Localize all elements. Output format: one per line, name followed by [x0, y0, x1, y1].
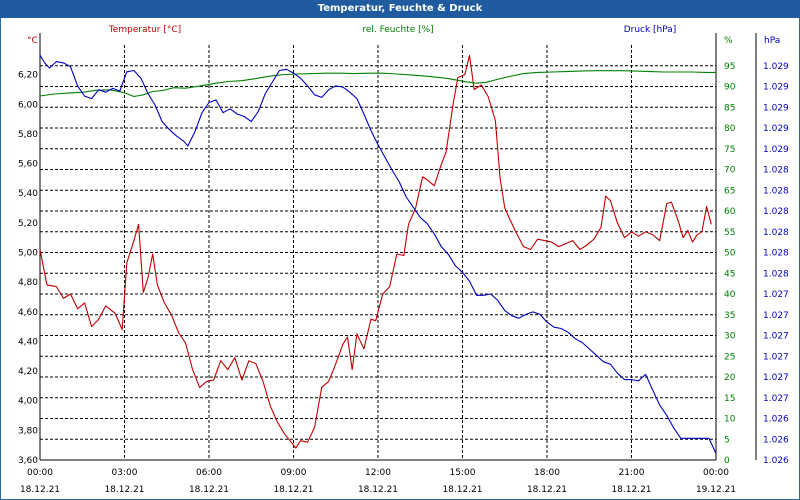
temperature-tick: 4,40 — [18, 337, 38, 347]
pressure-tick: 1.027 — [763, 311, 789, 321]
pressure-tick: 1.029 — [763, 103, 789, 113]
temperature-tick: 4,20 — [18, 367, 38, 377]
series-layer — [39, 54, 717, 454]
humidity-tick: 90 — [724, 83, 736, 93]
humidity-tick: 15 — [724, 394, 735, 404]
x-tick-time: 00:00 — [703, 468, 729, 478]
humidity-tick: 70 — [724, 166, 736, 176]
temperature-tick: 3,60 — [18, 456, 38, 466]
legend-humidity: rel. Feuchte [%] — [362, 25, 433, 35]
humidity-tick: 10 — [724, 415, 736, 425]
legend-pressure: Druck [hPa] — [624, 25, 677, 35]
series-line-humidity — [39, 70, 716, 98]
temperature-tick: 5,40 — [18, 189, 38, 199]
temperature-tick: 4,60 — [18, 308, 38, 318]
series-line-pressure — [39, 54, 717, 454]
humidity-tick: 30 — [724, 332, 736, 342]
pressure-tick: 1.028 — [763, 207, 789, 217]
temperature-tick: 4,00 — [18, 397, 38, 407]
pressure-unit-label: hPa — [764, 36, 780, 46]
humidity-tick: 0 — [724, 456, 730, 466]
humidity-tick: 75 — [724, 145, 735, 155]
temperature-tick: 6,00 — [18, 100, 38, 110]
humidity-tick: 95 — [724, 62, 735, 72]
humidity-unit-label: % — [724, 36, 733, 46]
humidity-tick: 80 — [724, 124, 736, 134]
humidity-tick: 45 — [724, 269, 735, 279]
x-tick-date: 18.12.21 — [20, 485, 60, 495]
humidity-tick: 35 — [724, 311, 735, 321]
x-tick-time: 12:00 — [365, 468, 391, 478]
pressure-tick: 1.028 — [763, 166, 789, 176]
humidity-tick: 65 — [724, 186, 735, 196]
pressure-tick: 1.028 — [763, 249, 789, 259]
x-tick-date: 18.12.21 — [358, 485, 398, 495]
chart-svg: 00:00 18.12.21 03:00 18.12.21 06:00 18.12.21 0… — [18, 25, 789, 495]
temperature-tick: 5,80 — [18, 130, 38, 140]
x-tick-time: 06:00 — [196, 468, 222, 478]
x-tick-time: 18:00 — [534, 468, 560, 478]
x-tick-time: 15:00 — [450, 468, 476, 478]
pressure-tick: 1.027 — [763, 373, 789, 383]
humidity-tick: 20 — [724, 373, 736, 383]
pressure-tick: 1.029 — [763, 145, 789, 155]
pressure-tick: 1.026 — [763, 435, 789, 445]
x-tick-date: 19.12.21 — [696, 485, 736, 495]
x-tick-time: 09:00 — [281, 468, 307, 478]
temperature-tick: 5,60 — [18, 160, 38, 170]
x-tick-date: 18.12.21 — [527, 485, 567, 495]
pressure-tick: 1.029 — [763, 62, 789, 72]
temperature-tick: 5,00 — [18, 249, 38, 259]
axes — [39, 33, 757, 461]
pressure-tick: 1.029 — [763, 83, 789, 93]
humidity-tick: 85 — [724, 103, 735, 113]
pressure-tick: 1.028 — [763, 269, 789, 279]
humidity-tick: 60 — [724, 207, 736, 217]
tick-labels: 00:00 18.12.21 03:00 18.12.21 06:00 18.12.21 0… — [18, 25, 789, 495]
pressure-tick: 1.027 — [763, 332, 789, 342]
temperature-tick: 3,80 — [18, 426, 38, 436]
humidity-tick: 40 — [724, 290, 736, 300]
humidity-tick: 25 — [724, 352, 735, 362]
pressure-tick: 1.026 — [763, 415, 789, 425]
pressure-tick: 1.028 — [763, 186, 789, 196]
pressure-tick: 1.029 — [763, 124, 789, 134]
series-line-temperature — [39, 54, 712, 449]
temperature-tick: 4,80 — [18, 278, 38, 288]
x-tick-date: 18.12.21 — [611, 485, 651, 495]
gridlines — [39, 45, 717, 460]
x-tick-time: 03:00 — [112, 468, 138, 478]
temperature-tick: 6,20 — [18, 71, 38, 81]
legend-temperature: Temperatur [°C] — [108, 25, 181, 35]
x-tick-date: 18.12.21 — [273, 485, 313, 495]
humidity-tick: 50 — [724, 249, 736, 259]
x-tick-time: 21:00 — [619, 468, 645, 478]
humidity-tick: 55 — [724, 228, 735, 238]
temperature-unit-label: °C — [27, 36, 38, 46]
humidity-tick: 5 — [724, 435, 730, 445]
temperature-tick: 5,20 — [18, 219, 38, 229]
pressure-tick: 1.027 — [763, 290, 789, 300]
x-tick-date: 18.12.21 — [104, 485, 144, 495]
window-title: Temperatur, Feuchte & Druck — [0, 0, 800, 18]
x-tick-time: 00:00 — [27, 468, 53, 478]
pressure-tick: 1.026 — [763, 456, 789, 466]
pressure-tick: 1.027 — [763, 352, 789, 362]
x-tick-date: 18.12.21 — [442, 485, 482, 495]
pressure-tick: 1.027 — [763, 394, 789, 404]
pressure-tick: 1.028 — [763, 228, 789, 238]
x-tick-date: 18.12.21 — [189, 485, 229, 495]
